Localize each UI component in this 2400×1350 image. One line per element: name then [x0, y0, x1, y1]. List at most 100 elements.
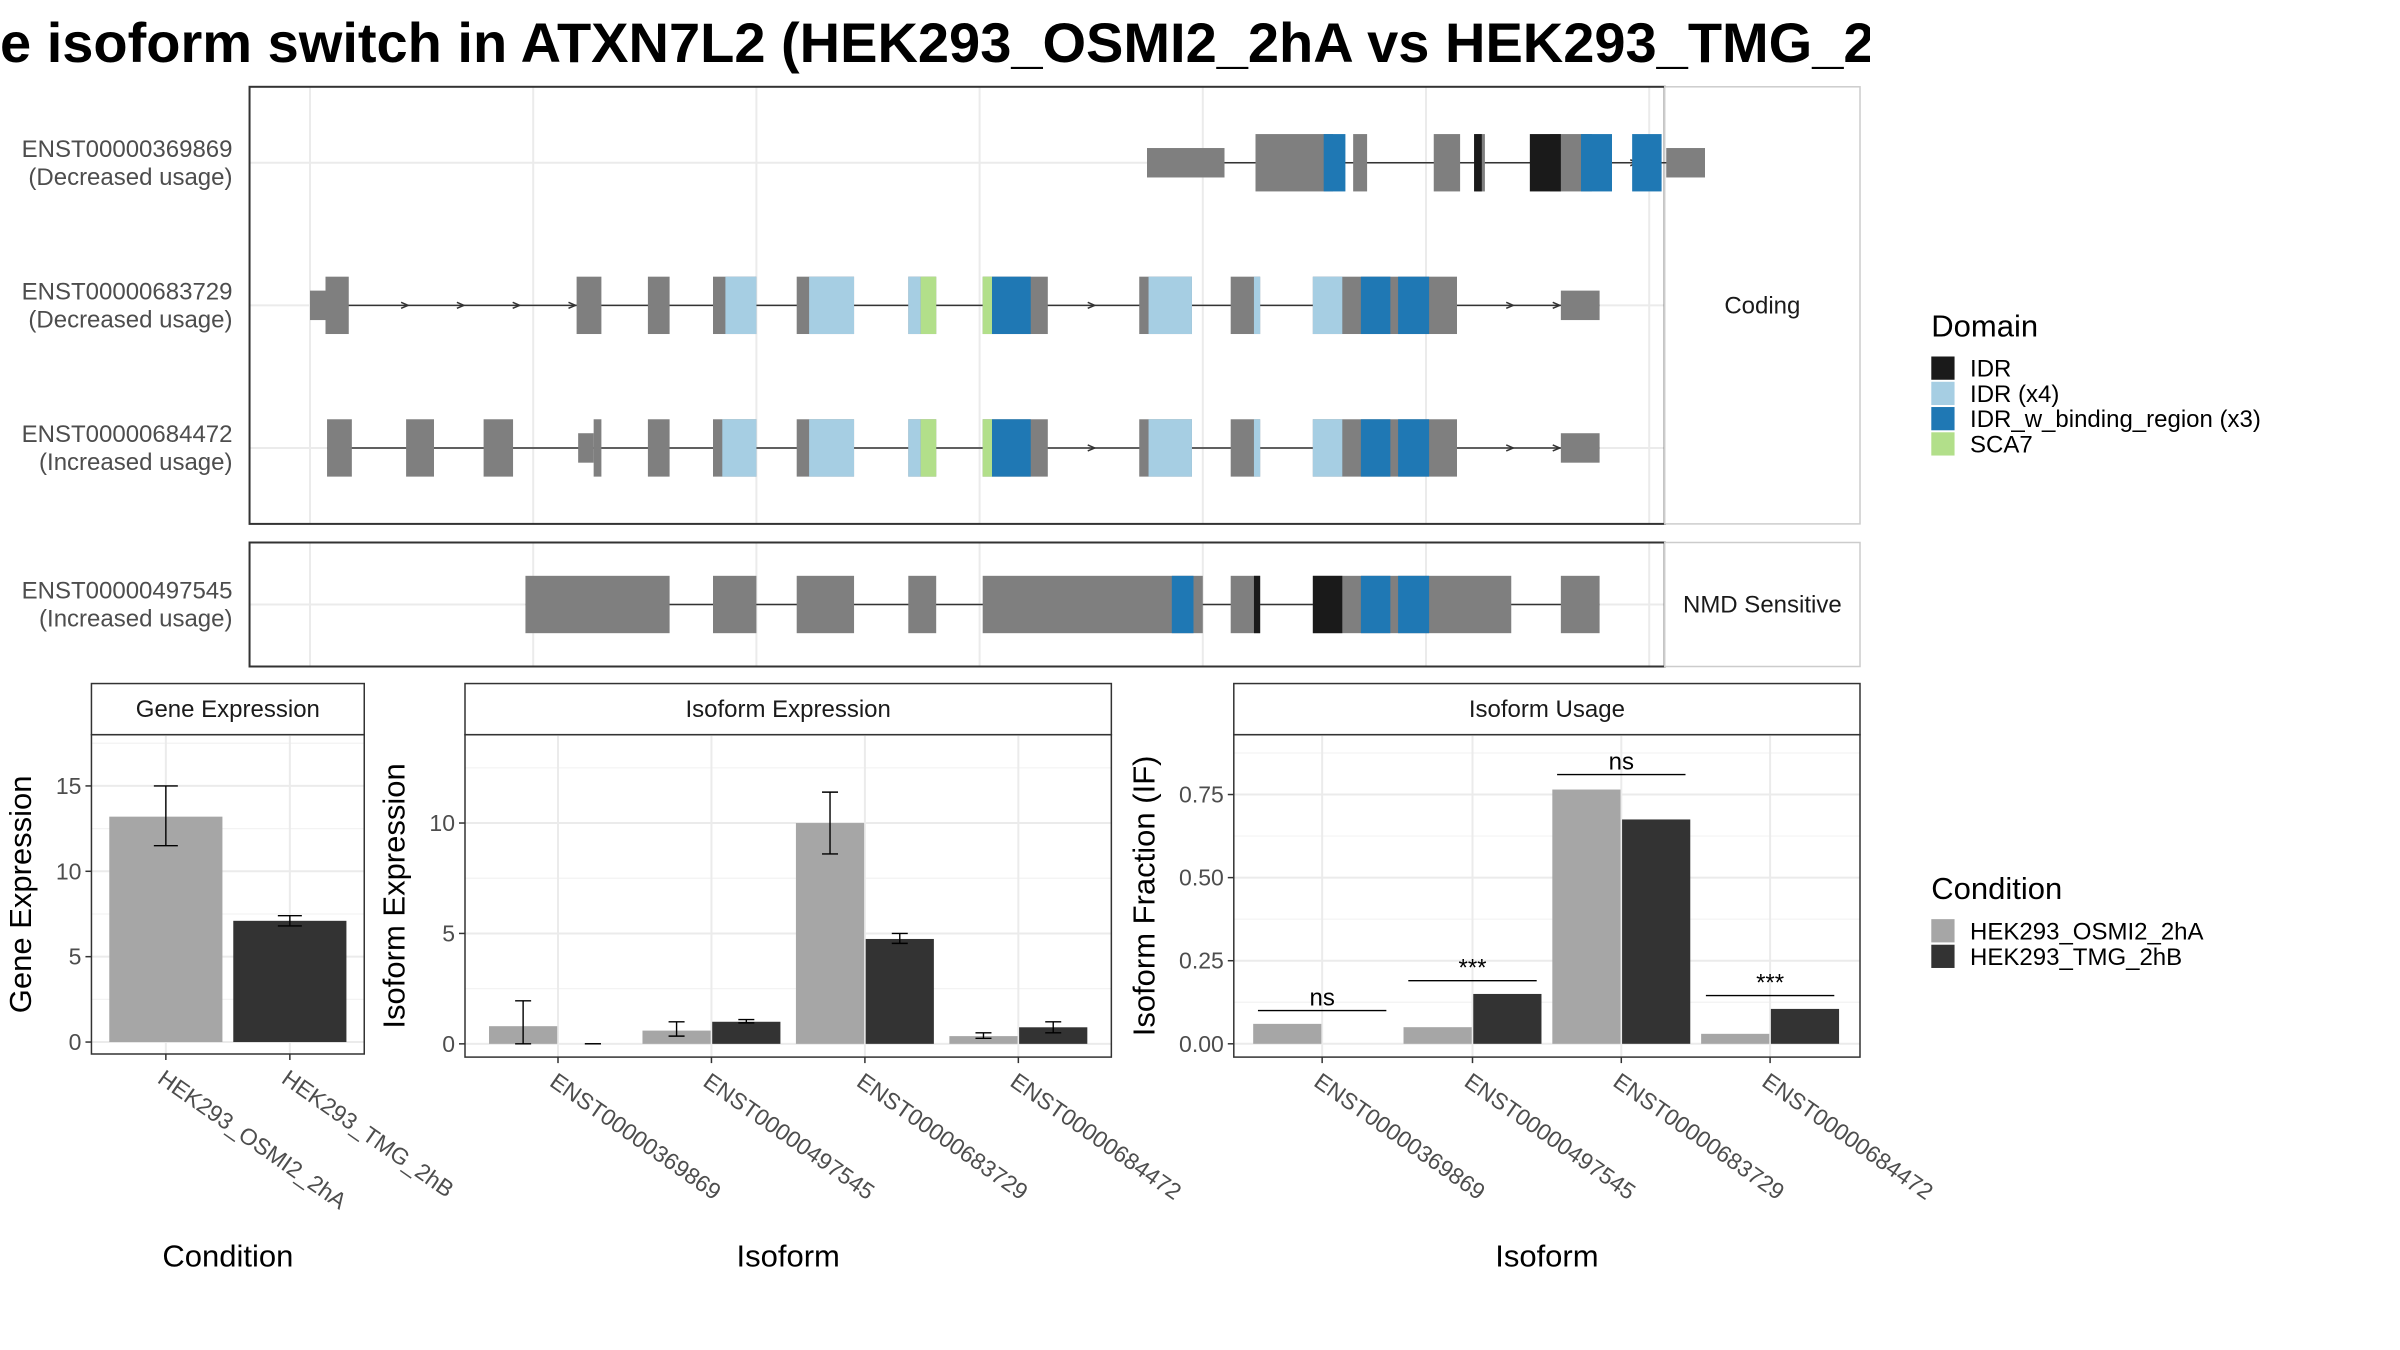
legend-domain-label: IDR	[1970, 356, 2011, 383]
y-tick-label: 0	[442, 1031, 455, 1057]
y-tick-label: 0	[69, 1029, 82, 1055]
domain-block	[1360, 575, 1391, 634]
domain-block	[982, 419, 992, 477]
intron-arrow	[1552, 301, 1562, 310]
y-tick-label: 5	[69, 944, 82, 970]
exon-block	[647, 276, 670, 335]
transcript-label: ENST00000369869	[22, 136, 233, 163]
significance-label: ns	[1309, 985, 1334, 1012]
domain-block	[1581, 134, 1612, 192]
domain-block	[1253, 575, 1261, 634]
utr-block	[1560, 433, 1600, 463]
domain-block	[725, 276, 757, 335]
bar	[1701, 1033, 1770, 1044]
x-axis-title: Condition	[162, 1238, 293, 1273]
legend-domain-swatch	[1931, 432, 1955, 456]
bar	[233, 920, 347, 1043]
domain-block	[809, 419, 855, 477]
exon-block	[796, 575, 855, 634]
domain-block	[1632, 134, 1662, 192]
domain-block	[920, 276, 937, 335]
y-axis-title: Isoform Expression	[377, 763, 412, 1028]
x-axis-title: Isoform	[736, 1238, 839, 1273]
bar	[109, 816, 223, 1043]
chart-title: Gene Expression	[136, 696, 320, 723]
exon-block	[576, 276, 602, 335]
chart-panel-border	[90, 733, 365, 1055]
exon-block	[483, 419, 514, 477]
chart-title: Isoform Expression	[685, 696, 890, 723]
bar	[1622, 819, 1691, 1044]
legend-condition-title: Condition	[1931, 871, 2062, 906]
transcript-label: ENST00000683729	[22, 278, 233, 305]
utr-block	[1147, 148, 1225, 178]
y-tick-label: 0.25	[1179, 948, 1224, 974]
legend-condition-swatch	[1931, 919, 1955, 943]
domain-block	[1148, 419, 1192, 477]
domain-block	[1398, 419, 1430, 477]
facet-label: NMD Sensitive	[1683, 592, 1842, 619]
intron-arrow	[512, 301, 522, 310]
legend-domain-swatch	[1931, 407, 1955, 431]
y-tick-label: 0.00	[1179, 1031, 1224, 1057]
domain-block	[1253, 276, 1261, 335]
utr-block	[1560, 290, 1600, 321]
chart-strip	[90, 682, 365, 736]
bar	[642, 1030, 711, 1044]
significance-label: ***	[1756, 970, 1784, 997]
y-tick-label: 15	[56, 773, 82, 799]
bar	[795, 823, 865, 1044]
intron-arrow	[1552, 444, 1562, 452]
legend-domain-swatch	[1931, 356, 1955, 380]
utr-block	[1666, 148, 1705, 178]
legend-domain-title: Domain	[1931, 308, 2038, 343]
exon-block	[1433, 134, 1461, 192]
domain-block	[1312, 575, 1343, 634]
bar	[865, 938, 934, 1044]
plot-title: e isoform switch in ATXN7L2 (HEK293_OSMI…	[0, 11, 1870, 74]
domain-block	[920, 419, 937, 477]
exon-block	[982, 575, 1203, 634]
domain-block	[1171, 575, 1194, 634]
y-tick-label: 10	[56, 858, 82, 884]
bar	[712, 1021, 781, 1044]
domain-block	[1312, 419, 1343, 477]
intron-arrow	[1087, 444, 1097, 452]
domain-block	[908, 419, 921, 477]
exon-block	[1560, 575, 1600, 634]
domain-block	[809, 276, 855, 335]
legend-condition-label: HEK293_TMG_2hB	[1970, 944, 2182, 971]
significance-label: ***	[1458, 955, 1486, 982]
domain-block	[722, 419, 757, 477]
transcript-usage-label: (Increased usage)	[39, 449, 232, 476]
exon-block	[1255, 134, 1333, 192]
exon-block	[525, 575, 670, 634]
utr-block	[578, 433, 594, 463]
intron-arrow	[400, 301, 411, 310]
exon-block	[713, 575, 757, 634]
intron-arrow	[456, 301, 466, 310]
y-tick-label: 0.50	[1179, 865, 1224, 891]
exon-block	[1353, 134, 1368, 192]
domain-block	[1398, 575, 1430, 634]
transcript-usage-label: (Decreased usage)	[28, 164, 232, 191]
transcript-usage-label: (Increased usage)	[39, 606, 232, 633]
significance-label: ns	[1609, 749, 1634, 776]
exon-block	[908, 575, 937, 634]
transcript-usage-label: (Decreased usage)	[28, 306, 232, 333]
transcript-label: ENST00000684472	[22, 421, 233, 448]
facet-strip	[1663, 541, 1861, 668]
utr-block	[310, 290, 326, 321]
y-tick-label: 10	[429, 810, 455, 836]
domain-block	[1529, 134, 1561, 192]
legend-domain-swatch	[1931, 381, 1955, 406]
intron-arrow	[1505, 444, 1516, 452]
intron-arrow	[1087, 301, 1097, 310]
legend-domain-label: IDR (x4)	[1970, 381, 2059, 408]
chart-title: Isoform Usage	[1469, 696, 1625, 723]
domain-block	[992, 276, 1031, 335]
domain-block	[1360, 419, 1391, 477]
exon-block	[327, 419, 352, 477]
domain-block	[1253, 419, 1261, 477]
domain-block	[982, 276, 992, 335]
